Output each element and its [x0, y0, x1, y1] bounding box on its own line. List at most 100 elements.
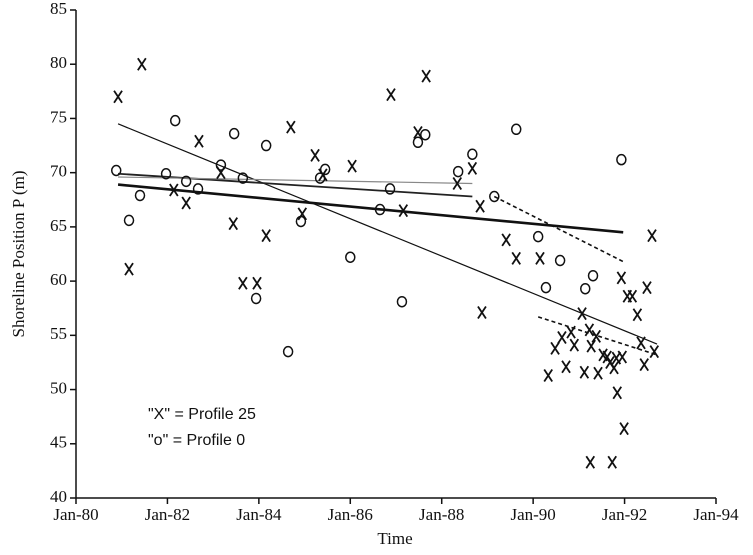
x-marker	[639, 358, 649, 372]
o-marker	[123, 214, 135, 227]
x-marker	[347, 159, 357, 173]
o-marker	[160, 168, 172, 180]
x-marker	[421, 69, 431, 83]
x-tick-label: Jan-86	[328, 505, 373, 524]
o-marker	[510, 123, 522, 136]
x-tick-label: Jan-80	[53, 505, 98, 524]
x-marker	[591, 329, 601, 343]
x-marker	[475, 199, 485, 213]
x-marker	[649, 345, 660, 359]
x-marker	[627, 289, 638, 303]
x-tick-label: Jan-92	[602, 505, 647, 524]
trend-line	[493, 195, 624, 263]
x-marker	[566, 325, 576, 339]
o-marker	[228, 127, 240, 140]
x-marker	[261, 229, 271, 243]
legend-entry: "X" = Profile 25	[148, 406, 256, 423]
x-marker	[561, 360, 571, 374]
o-marker	[540, 281, 552, 294]
o-marker	[554, 254, 566, 267]
x-marker	[467, 161, 478, 175]
o-marker	[110, 164, 122, 177]
o-marker	[169, 114, 181, 127]
x-marker	[228, 217, 239, 231]
x-marker	[286, 120, 296, 134]
o-marker	[616, 153, 627, 166]
trend-line	[118, 176, 473, 185]
y-tick-label: 65	[50, 216, 67, 235]
x-marker	[238, 276, 248, 290]
x-marker	[577, 307, 587, 321]
x-tick-label: Jan-90	[510, 505, 555, 524]
x-tick-label: Jan-94	[693, 505, 739, 524]
y-tick-label: 60	[50, 270, 67, 289]
x-marker	[310, 148, 320, 162]
o-marker	[452, 165, 464, 178]
x-marker	[569, 338, 580, 352]
x-marker	[619, 422, 629, 436]
trend-line	[117, 123, 658, 345]
o-marker	[250, 292, 262, 305]
x-marker	[511, 251, 521, 265]
x-marker	[616, 271, 627, 285]
x-marker	[617, 350, 628, 364]
o-marker	[260, 139, 272, 152]
x-marker	[557, 331, 567, 345]
x-marker	[586, 339, 596, 353]
x-marker	[452, 177, 463, 191]
o-marker	[396, 295, 408, 308]
x-marker	[632, 308, 643, 322]
o-marker	[467, 148, 478, 160]
y-tick-label: 85	[50, 0, 67, 18]
x-marker	[642, 281, 652, 295]
x-marker	[585, 455, 596, 469]
x-marker	[113, 90, 123, 104]
x-marker	[609, 361, 619, 375]
x-marker	[550, 341, 560, 355]
o-marker	[282, 345, 294, 358]
x-marker	[386, 88, 396, 102]
x-marker	[584, 323, 595, 337]
x-marker	[535, 251, 545, 265]
o-marker	[532, 230, 544, 243]
y-tick-label: 45	[50, 433, 67, 452]
o-marker	[580, 282, 591, 295]
o-marker	[237, 172, 249, 184]
o-marker	[489, 190, 500, 203]
o-marker	[587, 269, 599, 282]
x-tick-label: Jan-84	[236, 505, 282, 524]
x-axis-label: Time	[377, 529, 412, 548]
x-marker	[612, 386, 623, 400]
y-tick-label: 40	[50, 487, 67, 506]
o-marker	[384, 183, 396, 195]
y-tick-label: 55	[50, 324, 67, 343]
o-marker	[420, 128, 431, 141]
x-marker	[169, 183, 179, 197]
y-tick-label: 70	[50, 162, 67, 181]
o-marker	[134, 189, 146, 202]
y-tick-label: 80	[50, 53, 67, 72]
x-marker	[647, 229, 657, 243]
x-marker	[124, 262, 134, 276]
x-marker	[181, 196, 191, 210]
x-marker	[579, 365, 590, 379]
x-marker	[636, 336, 646, 350]
y-tick-label: 50	[50, 378, 67, 397]
x-tick-label: Jan-88	[419, 505, 464, 524]
o-marker	[345, 251, 356, 264]
o-marker	[314, 172, 326, 184]
trend-line	[117, 183, 624, 234]
x-marker	[607, 455, 617, 469]
x-marker	[593, 366, 603, 380]
x-marker	[398, 204, 409, 218]
o-marker	[295, 215, 307, 228]
o-marker	[180, 175, 192, 188]
o-marker	[192, 183, 204, 195]
x-marker	[501, 233, 511, 247]
o-marker	[215, 159, 227, 171]
x-marker	[194, 134, 204, 148]
y-axis-label: Shoreline Position P (m)	[9, 170, 28, 337]
x-tick-label: Jan-82	[145, 505, 190, 524]
x-marker	[137, 57, 147, 71]
